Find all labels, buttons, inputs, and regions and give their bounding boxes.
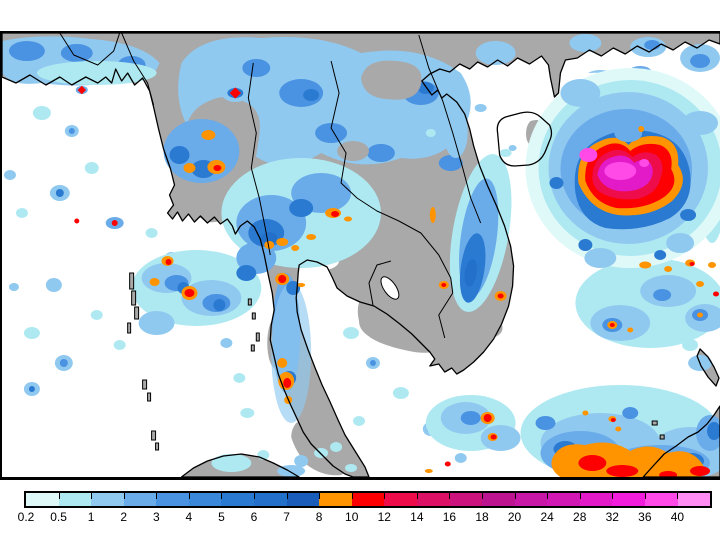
colorbar: 0.2 0.5 1 2 3 4 5 6 7 8 10 12 14 16 18 20 24 28 32 36 40: [18, 491, 712, 525]
colorbar-label: 3: [152, 510, 160, 524]
colorbar-label: 5: [218, 510, 225, 524]
colorbar-label: 1: [87, 510, 95, 524]
small-islands: [127, 272, 665, 451]
colorbar-label: 6: [250, 510, 258, 524]
colorbar-tick: [677, 493, 679, 499]
colorbar-tick: [514, 493, 516, 499]
lake-tonle-sap: [380, 276, 400, 300]
colorbar-tick: [482, 493, 483, 499]
colorbar-label: 7: [283, 510, 290, 524]
colorbar-tick: [58, 493, 60, 499]
colorbar-label: 14: [410, 510, 424, 524]
colorbar-label: 36: [638, 510, 652, 524]
colorbar-tick: [91, 493, 93, 499]
colorbar-segment: [547, 493, 580, 506]
colorbar-tick: [384, 493, 386, 499]
colorbar-tick: [123, 493, 125, 499]
precipitation-map: [2, 33, 720, 477]
colorbar-segment: [579, 493, 613, 506]
colorbar-tick: [351, 493, 353, 499]
colorbar-segment: [123, 493, 157, 506]
map-frame: [0, 31, 720, 480]
colorbar-label: 28: [573, 510, 587, 524]
colorbar-segment: [58, 493, 92, 506]
colorbar-label: 18: [475, 510, 489, 524]
colorbar-label: 40: [670, 510, 685, 524]
colorbar-segment: [156, 493, 189, 506]
colorbar-segment: [416, 493, 450, 506]
colorbar-tick: [579, 493, 581, 499]
colorbar-segment: [254, 493, 287, 506]
colorbar-segment: [221, 493, 255, 506]
colorbar-segment: [384, 493, 417, 506]
colorbar-segment: [188, 493, 222, 506]
colorbar-segment: [286, 493, 320, 506]
colorbar-tick: [319, 493, 321, 499]
colorbar-label: 0.2: [17, 510, 35, 524]
colorbar-segment: [319, 493, 352, 506]
colorbar-label: 4: [185, 510, 193, 524]
colorbar-tick: [644, 493, 646, 499]
colorbar-tick: [254, 493, 255, 499]
colorbar-segment: [26, 493, 59, 506]
colorbar-label: 20: [507, 510, 522, 524]
typhoon-system: [525, 68, 720, 268]
colorbar-label: 12: [377, 510, 391, 524]
country-borders: [59, 33, 482, 339]
colorbar-segment: [91, 493, 124, 506]
colorbar-tick: [221, 493, 223, 499]
colorbar-segment: [514, 493, 548, 506]
colorbar-label: 24: [540, 510, 554, 524]
colorbar-tick: [156, 493, 158, 499]
colorbar-label: 2: [120, 510, 128, 524]
colorbar-label: 16: [442, 510, 457, 524]
colorbar-tick: [547, 493, 549, 499]
colorbar-tick: [449, 493, 451, 499]
colorbar-segment: [677, 493, 711, 506]
colorbar-segment: [644, 493, 678, 506]
colorbar-segment: [612, 493, 645, 506]
colorbar-label: 0.5: [50, 510, 67, 524]
colorbar-tick: [188, 493, 190, 499]
colorbar-segment: [482, 493, 515, 506]
colorbar-segment: [449, 493, 483, 506]
colorbar-tick: [286, 493, 288, 499]
colorbar-segment: [351, 493, 385, 506]
colorbar-tick: [612, 493, 614, 499]
colorbar-labels: 0.2 0.5 1 2 3 4 5 6 7 8 10 12 14 16 18 20 24 28 32 36 40: [18, 510, 712, 525]
colorbar-label: 32: [605, 510, 619, 524]
colorbar-label: 10: [345, 510, 359, 524]
colorbar-label: 8: [315, 510, 323, 524]
colorbar-bar: [24, 491, 712, 508]
colorbar-tick: [416, 493, 418, 499]
